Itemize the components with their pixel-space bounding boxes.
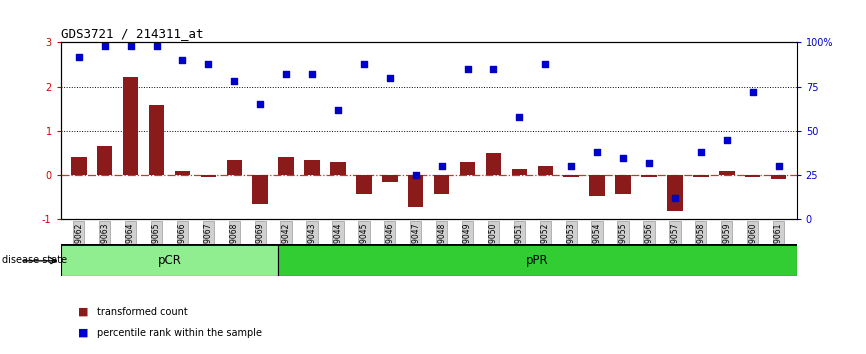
Text: pPR: pPR [527, 254, 549, 267]
Point [124, 43, 138, 49]
Bar [252, 175, 268, 204]
Bar [278, 156, 294, 175]
Point [202, 61, 216, 67]
Point [513, 114, 527, 120]
Point [331, 107, 345, 113]
Point [305, 72, 319, 77]
Bar [382, 175, 397, 182]
Text: ■: ■ [78, 328, 88, 338]
Bar [719, 171, 734, 175]
Point [720, 137, 734, 143]
Bar [227, 160, 242, 175]
Point [357, 61, 371, 67]
Point [591, 149, 604, 155]
Bar [486, 153, 501, 175]
Point [746, 89, 759, 95]
Bar [330, 162, 346, 175]
Text: transformed count: transformed count [97, 307, 188, 316]
Bar [538, 166, 553, 175]
Text: ■: ■ [78, 307, 88, 316]
Point [72, 54, 86, 59]
Point [668, 195, 682, 201]
Point [772, 164, 785, 169]
Bar [304, 160, 320, 175]
Bar [512, 169, 527, 175]
Bar [201, 175, 216, 177]
Bar [278, 244, 797, 276]
Point [98, 43, 112, 49]
Bar [693, 175, 708, 177]
Bar [590, 175, 605, 196]
Bar [745, 175, 760, 177]
Point [150, 43, 164, 49]
Bar [61, 244, 278, 276]
Point [539, 61, 553, 67]
Bar [460, 162, 475, 175]
Bar [641, 175, 656, 177]
Text: disease state: disease state [2, 255, 67, 265]
Bar [408, 175, 423, 207]
Point [694, 149, 708, 155]
Bar [175, 171, 191, 175]
Point [383, 75, 397, 81]
Bar [615, 175, 630, 194]
Text: percentile rank within the sample: percentile rank within the sample [97, 328, 262, 338]
Point [435, 164, 449, 169]
Point [487, 66, 501, 72]
Bar [667, 175, 682, 211]
Bar [434, 175, 449, 194]
Bar [771, 175, 786, 179]
Point [616, 155, 630, 160]
Text: pCR: pCR [158, 254, 181, 267]
Point [253, 102, 267, 107]
Bar [97, 147, 113, 175]
Point [409, 172, 423, 178]
Point [565, 164, 578, 169]
Point [461, 66, 475, 72]
Bar [564, 175, 579, 177]
Point [642, 160, 656, 166]
Text: GDS3721 / 214311_at: GDS3721 / 214311_at [61, 27, 204, 40]
Bar [123, 77, 139, 175]
Bar [149, 105, 165, 175]
Point [279, 72, 293, 77]
Bar [71, 156, 87, 175]
Point [176, 57, 190, 63]
Point [228, 79, 242, 84]
Bar [356, 175, 372, 194]
